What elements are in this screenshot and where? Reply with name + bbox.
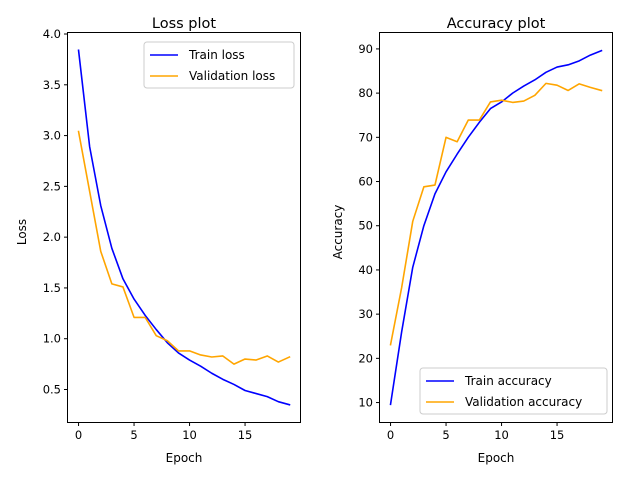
accuracy-plot-legend: Train accuracy Validation accuracy xyxy=(419,367,608,415)
loss-plot-frame xyxy=(67,32,301,423)
loss-plot-xlabel: Epoch xyxy=(166,451,203,465)
loss-ytick-label: 3.0 xyxy=(43,129,61,143)
loss-xtick-label: 15 xyxy=(238,428,253,442)
accuracy-xtick-label: 0 xyxy=(387,428,394,442)
loss-ytick-label: 1.5 xyxy=(43,281,61,295)
accuracy-legend-box xyxy=(419,367,608,415)
accuracy-legend-train-label: Train accuracy xyxy=(464,374,552,388)
accuracy-plot-ticks: 0 5 10 15 10 20 30 40 50 60 70 80 90 xyxy=(358,42,564,442)
accuracy-ytick-label: 30 xyxy=(358,307,373,321)
loss-legend-train-label: Train loss xyxy=(188,48,245,62)
validation-loss-line xyxy=(77,130,291,365)
accuracy-legend-val-label: Validation accuracy xyxy=(465,395,582,409)
loss-ytick-label: 2.5 xyxy=(43,179,61,193)
accuracy-ytick-label: 60 xyxy=(358,175,373,189)
accuracy-plot-xlabel: Epoch xyxy=(478,451,515,465)
loss-plot-ticks: 0 5 10 15 0.5 1.0 1.5 2.0 2.5 3.0 3.5 4.0 xyxy=(43,27,253,442)
accuracy-ytick-label: 80 xyxy=(358,86,373,100)
loss-ytick-label: 3.5 xyxy=(43,78,61,92)
validation-accuracy-line xyxy=(389,82,603,346)
accuracy-plot-frame xyxy=(379,32,613,423)
accuracy-ytick-label: 40 xyxy=(358,263,373,277)
accuracy-ytick-label: 10 xyxy=(358,396,373,410)
accuracy-ytick-label: 20 xyxy=(358,351,373,365)
loss-ytick-label: 1.0 xyxy=(43,332,61,346)
loss-plot-legend: Train loss Validation loss xyxy=(143,41,295,89)
loss-legend-box xyxy=(143,41,295,89)
accuracy-ytick-label: 50 xyxy=(358,219,373,233)
loss-ytick-label: 0.5 xyxy=(43,382,61,396)
accuracy-plot-series xyxy=(389,49,603,406)
accuracy-xtick-label: 15 xyxy=(550,428,565,442)
accuracy-plot-title: Accuracy plot xyxy=(447,16,546,32)
loss-plot-panel: Loss plot Epoch Loss 0 5 10 15 0.5 1.0 1.5 2.0 2… xyxy=(15,16,301,465)
train-loss-line xyxy=(77,49,291,406)
loss-ytick-label: 4.0 xyxy=(43,27,61,41)
loss-plot-series xyxy=(77,49,291,406)
accuracy-xtick-label: 5 xyxy=(442,428,449,442)
loss-xtick-label: 10 xyxy=(182,428,197,442)
loss-xtick-label: 0 xyxy=(75,428,82,442)
accuracy-plot-panel: Accuracy plot Epoch Accuracy 0 5 10 15 10 20 3… xyxy=(331,16,613,465)
accuracy-ytick-label: 90 xyxy=(358,42,373,56)
loss-legend-val-label: Validation loss xyxy=(189,69,275,83)
accuracy-ytick-label: 70 xyxy=(358,130,373,144)
train-accuracy-line xyxy=(389,49,603,406)
loss-ytick-label: 2.0 xyxy=(43,230,61,244)
accuracy-plot-ylabel: Accuracy xyxy=(331,205,345,260)
loss-xtick-label: 5 xyxy=(130,428,137,442)
loss-plot-title: Loss plot xyxy=(152,16,217,32)
accuracy-xtick-label: 10 xyxy=(494,428,509,442)
loss-plot-ylabel: Loss xyxy=(15,219,29,245)
